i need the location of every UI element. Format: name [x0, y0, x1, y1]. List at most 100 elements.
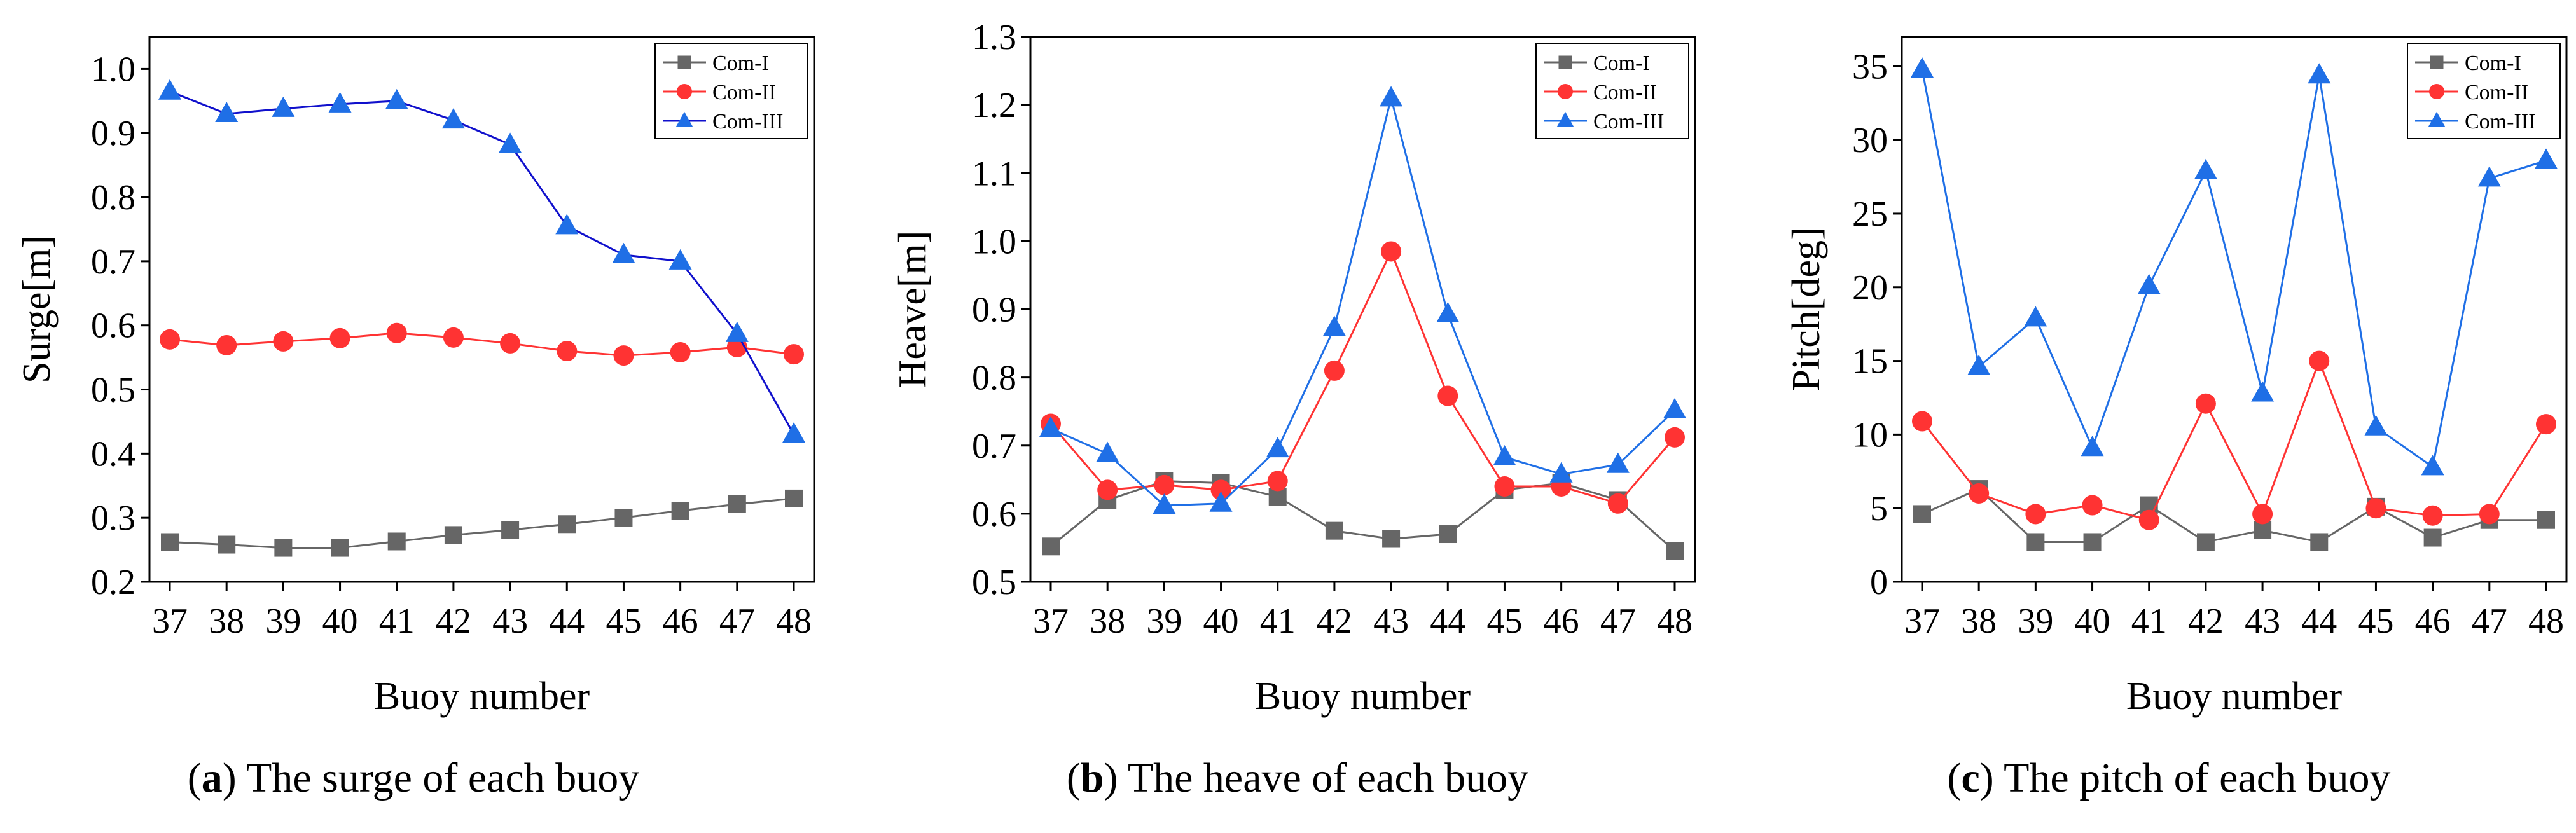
legend-marker-shape — [677, 84, 692, 99]
data-point — [2479, 504, 2500, 525]
legend-label: Com-II — [2465, 81, 2528, 104]
legend-marker — [1556, 111, 1574, 127]
data-point — [2535, 148, 2558, 169]
data-point — [2421, 455, 2444, 476]
data-point — [216, 334, 237, 355]
legend-label: Com-I — [1593, 52, 1650, 75]
y-tick-label: 1.0 — [972, 222, 1016, 261]
x-tick-label: 46 — [2415, 602, 2451, 641]
data-point — [1381, 241, 1402, 262]
data-point — [1039, 416, 1062, 437]
y-tick-label: 0.2 — [91, 563, 135, 602]
data-point — [387, 532, 406, 551]
legend: Com-I Com-II Com-III — [654, 43, 808, 139]
data-point — [555, 214, 579, 235]
x-tick-label: 46 — [663, 602, 698, 641]
data-point — [1325, 521, 1343, 540]
x-tick-label: 43 — [2245, 602, 2280, 641]
x-tick-label: 45 — [2358, 602, 2393, 641]
data-point — [1913, 505, 1931, 523]
y-tick-label: 0.8 — [972, 359, 1016, 398]
caption-paren-close: ) — [223, 755, 246, 801]
data-point — [557, 341, 578, 362]
x-axis-title: Buoy number — [374, 675, 590, 718]
legend-marker — [677, 84, 692, 99]
y-axis-title: Heave[m] — [891, 231, 934, 389]
y-tick-label: 1.0 — [91, 50, 135, 89]
y-tick-label: 20 — [1852, 268, 1888, 308]
data-point — [1912, 411, 1932, 432]
data-point — [443, 327, 464, 348]
data-point — [725, 321, 749, 342]
data-point — [2365, 498, 2386, 519]
x-tick-label: 47 — [719, 602, 755, 641]
y-tick-label: 5 — [1870, 489, 1888, 528]
data-point — [1209, 491, 1233, 512]
data-point — [2137, 273, 2161, 294]
panel-caption: (c) The pitch of each buoy — [1947, 755, 2390, 801]
data-point — [1322, 315, 1346, 336]
series-line — [169, 90, 795, 435]
series-com-ii — [1041, 241, 1685, 514]
legend-marker-shape — [1558, 84, 1573, 99]
x-tick-label: 42 — [1317, 602, 1352, 641]
data-point — [1607, 493, 1628, 514]
data-point — [1606, 452, 1630, 473]
x-axis-title: Buoy number — [1255, 675, 1471, 718]
plot-frame — [1901, 36, 2568, 583]
legend-marker — [1558, 84, 1573, 99]
legend-marker-shape — [2430, 55, 2444, 69]
data-point — [613, 345, 634, 366]
y-tick-label: 0.9 — [972, 291, 1016, 330]
data-point — [331, 539, 349, 557]
data-point — [1042, 537, 1060, 556]
series-com-iii — [1911, 57, 2558, 476]
data-point — [2195, 393, 2216, 414]
data-point — [2423, 528, 2442, 547]
y-tick-label: 0.7 — [972, 427, 1016, 466]
x-tick-label: 44 — [549, 602, 585, 641]
y-tick-label: 35 — [1852, 47, 1888, 86]
legend-label: Com-II — [712, 81, 776, 104]
y-axis-title: Pitch[deg] — [1785, 227, 1828, 391]
data-point — [2310, 533, 2329, 551]
data-point — [385, 88, 408, 109]
legend-label: Com-I — [2465, 52, 2521, 75]
data-point — [612, 242, 635, 263]
y-tick-label: 0.3 — [91, 499, 135, 538]
data-point — [274, 539, 293, 557]
x-tick-label: 39 — [1146, 602, 1182, 641]
caption-paren-close: ) — [1980, 755, 2004, 801]
data-point — [1439, 525, 1457, 544]
data-point — [782, 422, 805, 443]
data-point — [499, 132, 522, 153]
data-point — [558, 515, 576, 534]
panel-caption: (a) The surge of each buoy — [188, 755, 640, 801]
x-axis-title: Buoy number — [2126, 675, 2343, 718]
data-point — [1663, 398, 1686, 419]
caption-paren-open: ( — [1067, 755, 1081, 801]
series-line — [1049, 249, 1676, 505]
y-tick-label: 1.2 — [972, 86, 1016, 125]
data-point — [668, 249, 692, 270]
data-point — [2537, 511, 2555, 529]
x-tick-label: 45 — [606, 602, 641, 641]
y-tick-label: 0.8 — [91, 178, 135, 217]
caption-paren-close: ) — [1104, 755, 1128, 801]
data-point — [1549, 462, 1573, 483]
x-tick-label: 47 — [1600, 602, 1636, 641]
data-point — [1436, 301, 1460, 322]
data-point — [670, 342, 691, 363]
y-tick-label: 0 — [1870, 563, 1888, 602]
legend-marker — [2430, 55, 2444, 69]
x-tick-label: 48 — [1657, 602, 1693, 641]
legend-marker — [675, 111, 693, 127]
x-tick-label: 46 — [1544, 602, 1579, 641]
data-point — [784, 344, 804, 365]
x-tick-label: 44 — [2301, 602, 2337, 641]
legend-label: Com-III — [2465, 110, 2535, 134]
data-point — [2252, 504, 2273, 525]
legend-label: Com-II — [1593, 81, 1657, 104]
legend-label: Com-I — [712, 52, 769, 75]
data-point — [1267, 471, 1288, 492]
